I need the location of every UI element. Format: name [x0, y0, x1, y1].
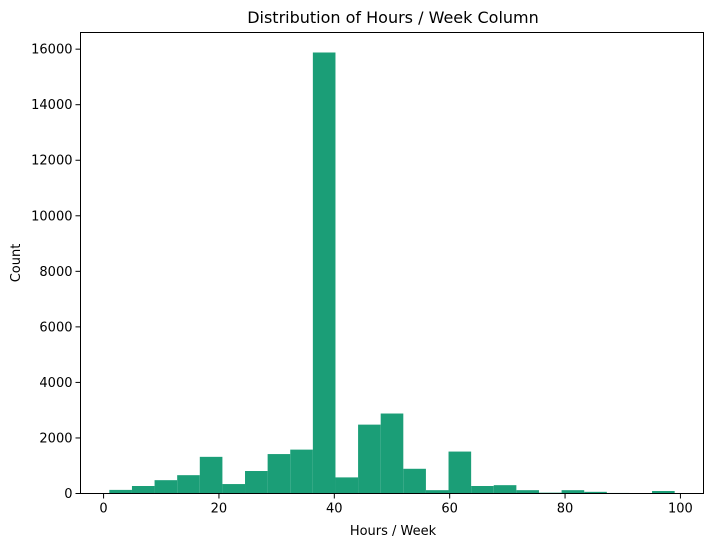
histogram-bar	[109, 489, 132, 494]
y-tick-label: 6000	[39, 320, 72, 335]
histogram-bar	[267, 454, 291, 494]
histogram-bar	[516, 490, 539, 494]
histogram-bar	[312, 52, 336, 494]
bars-group	[109, 52, 675, 494]
x-tick-label: 20	[211, 502, 228, 517]
histogram-bar	[493, 485, 517, 494]
histogram-bar	[245, 471, 268, 494]
histogram-bar	[154, 480, 178, 494]
histogram-bar	[380, 413, 404, 494]
x-tick-label: 80	[557, 502, 574, 517]
histogram-bar	[425, 490, 449, 494]
y-tick-label: 10000	[31, 209, 72, 224]
y-tick-label: 8000	[39, 265, 72, 280]
x-axis-label: Hours / Week	[350, 524, 437, 539]
histogram-bar	[584, 491, 607, 494]
y-tick-label: 16000	[31, 43, 72, 58]
y-tick-label: 12000	[31, 154, 72, 169]
y-axis-ticks: 0 2000 4000 6000 8000 10000 12000 14000 16000	[31, 43, 81, 502]
histogram-bar	[448, 451, 472, 494]
y-axis-label: Count	[9, 244, 24, 283]
histogram-bar	[290, 449, 313, 494]
y-tick-label: 14000	[31, 98, 72, 113]
histogram-bar	[131, 486, 155, 494]
histogram-bar	[652, 491, 675, 494]
plot-frame	[80, 32, 704, 494]
histogram-bar	[335, 477, 359, 494]
chart-title: Distribution of Hours / Week Column	[247, 8, 539, 27]
histogram-bar	[358, 424, 381, 494]
x-tick-label: 100	[668, 502, 693, 517]
x-axis-ticks: 0 20 40 60 80 100	[99, 493, 693, 517]
histogram-bar	[471, 486, 494, 494]
y-tick-label: 4000	[39, 376, 72, 391]
y-tick-label: 0	[64, 487, 72, 502]
histogram-bar	[199, 456, 223, 494]
x-tick-label: 0	[99, 502, 107, 517]
histogram-bar	[222, 484, 246, 494]
x-tick-label: 40	[326, 502, 343, 517]
histogram-bar	[403, 468, 426, 494]
x-tick-label: 60	[441, 502, 458, 517]
histogram-bar	[561, 490, 585, 494]
y-tick-label: 2000	[39, 431, 72, 446]
histogram-bar	[177, 475, 200, 494]
